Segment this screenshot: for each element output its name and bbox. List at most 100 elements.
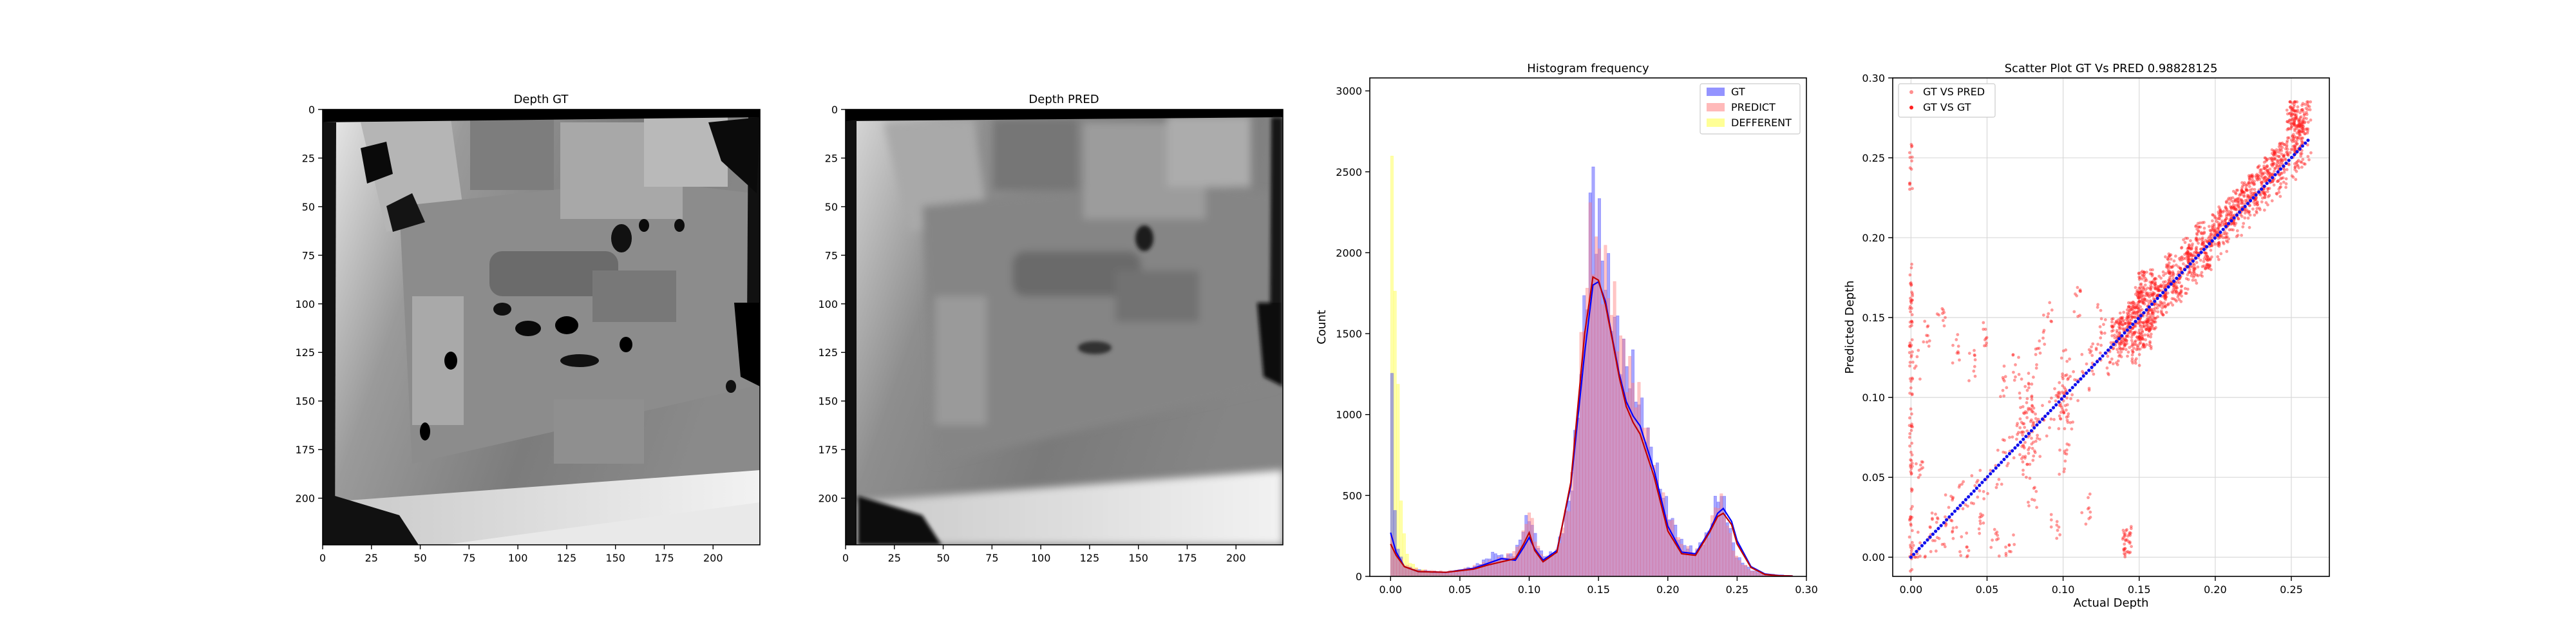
scatter-point — [1910, 319, 1914, 323]
scatter-point — [2087, 388, 2091, 392]
scatter-x-label: Actual Depth — [2074, 596, 2149, 610]
scatter-point — [2034, 417, 2038, 421]
scatter-point — [1944, 316, 1947, 319]
scatter-point — [2128, 346, 2132, 349]
scatter-point — [2289, 122, 2293, 125]
scatter-point — [2199, 247, 2203, 251]
scatter-point — [2110, 334, 2114, 337]
scatter-point — [2016, 422, 2020, 425]
scatter-point — [2126, 316, 2130, 320]
scatter-point — [2139, 320, 2143, 324]
scatter-point — [2117, 354, 2121, 358]
scatter-point — [2154, 309, 2157, 313]
scatter-point — [2129, 328, 2132, 332]
hist-bar — [1646, 428, 1650, 576]
scatter-point — [2253, 203, 2257, 207]
scatter-point — [2237, 217, 2240, 221]
scatter-point — [2137, 292, 2141, 296]
scatter-point — [2149, 332, 2153, 336]
scatter-point — [2271, 176, 2275, 180]
scatter-point — [2058, 473, 2061, 476]
scatter-point — [2215, 231, 2219, 234]
scatter-point — [2004, 554, 2008, 557]
scatter-point — [1909, 471, 1913, 475]
scatter-point — [2273, 167, 2277, 171]
scatter-point — [2025, 401, 2029, 404]
scatter-point — [2121, 347, 2125, 351]
scatter-point — [2169, 282, 2173, 286]
scatter-point — [2271, 180, 2275, 184]
scatter-point — [2246, 195, 2250, 198]
scatter-point — [2163, 305, 2167, 309]
scatter-point — [2280, 159, 2284, 163]
scatter-point — [2166, 283, 2170, 286]
scatter-point — [1908, 361, 1912, 365]
scatter-point — [1908, 435, 1911, 439]
scatter-point — [2225, 213, 2229, 216]
scatter-point — [1944, 515, 1947, 518]
scatter-point — [2148, 318, 2152, 322]
scatter-point — [1909, 407, 1913, 411]
scatter-point — [2203, 255, 2207, 258]
scatter-point — [2248, 213, 2252, 217]
scatter-point — [2293, 122, 2297, 126]
scatter-point — [1973, 358, 1977, 362]
scatter-point — [2007, 544, 2011, 547]
scatter-point — [2146, 320, 2150, 323]
scatter-point — [2150, 322, 2154, 326]
scatter-point — [2159, 300, 2162, 304]
scatter-point — [2134, 343, 2138, 346]
hist-bar — [1558, 543, 1562, 576]
scatter-point — [2260, 168, 2263, 171]
scatter-point — [2255, 201, 2259, 205]
scatter-point — [1926, 324, 1930, 328]
scatter-point — [1909, 266, 1913, 270]
scatter-point — [2213, 229, 2217, 232]
hist-bar — [1500, 559, 1504, 576]
scatter-point — [2136, 344, 2140, 348]
scatter-point — [2118, 311, 2122, 315]
scatter-point — [2036, 346, 2040, 350]
scatter-point — [2286, 153, 2289, 156]
scatter-point — [2021, 433, 2025, 437]
scatter-point — [2118, 347, 2122, 351]
scatter-point — [2209, 257, 2212, 261]
scatter-point — [2118, 326, 2122, 330]
scatter-point — [2124, 322, 2128, 325]
scatter-point — [2147, 301, 2151, 305]
scatter-point — [2276, 180, 2280, 183]
scatter-point — [1978, 531, 1982, 535]
scatter-point — [2302, 113, 2306, 117]
scatter-point — [2004, 551, 2008, 555]
scatter-point — [2251, 196, 2255, 200]
scatter-point — [2172, 284, 2175, 288]
scatter-point — [2189, 252, 2192, 256]
scatter-series-gt-vs-gt — [1909, 138, 2310, 559]
scatter-point — [2150, 323, 2154, 327]
scatter-point — [2141, 321, 2145, 325]
scatter-point — [2262, 184, 2266, 188]
scatter-point — [2166, 270, 2170, 274]
scatter-point — [2193, 278, 2197, 282]
scatter-point — [1909, 283, 1913, 287]
scatter-point — [2148, 280, 2152, 284]
scatter-point — [2131, 361, 2135, 365]
scatter-point — [2018, 396, 2022, 400]
scatter-point — [2286, 147, 2289, 151]
scatter-point — [2030, 437, 2033, 440]
scatter-point — [2212, 224, 2216, 228]
scatter-point — [2211, 213, 2215, 216]
hist-bar — [1723, 516, 1727, 576]
scatter-point — [2141, 274, 2145, 278]
scatter-point — [2151, 290, 2155, 294]
scatter-point — [2135, 348, 2139, 352]
scatter-point — [2235, 208, 2239, 212]
scatter-point — [2021, 422, 2025, 426]
scatter-point — [2033, 451, 2037, 455]
y-tick-label: 175 — [818, 444, 838, 456]
scatter-point — [2116, 318, 2120, 322]
scatter-point — [2023, 456, 2027, 460]
scatter-point — [1951, 526, 1955, 530]
hist-bar — [1649, 471, 1653, 576]
scatter-point — [1910, 462, 1914, 465]
